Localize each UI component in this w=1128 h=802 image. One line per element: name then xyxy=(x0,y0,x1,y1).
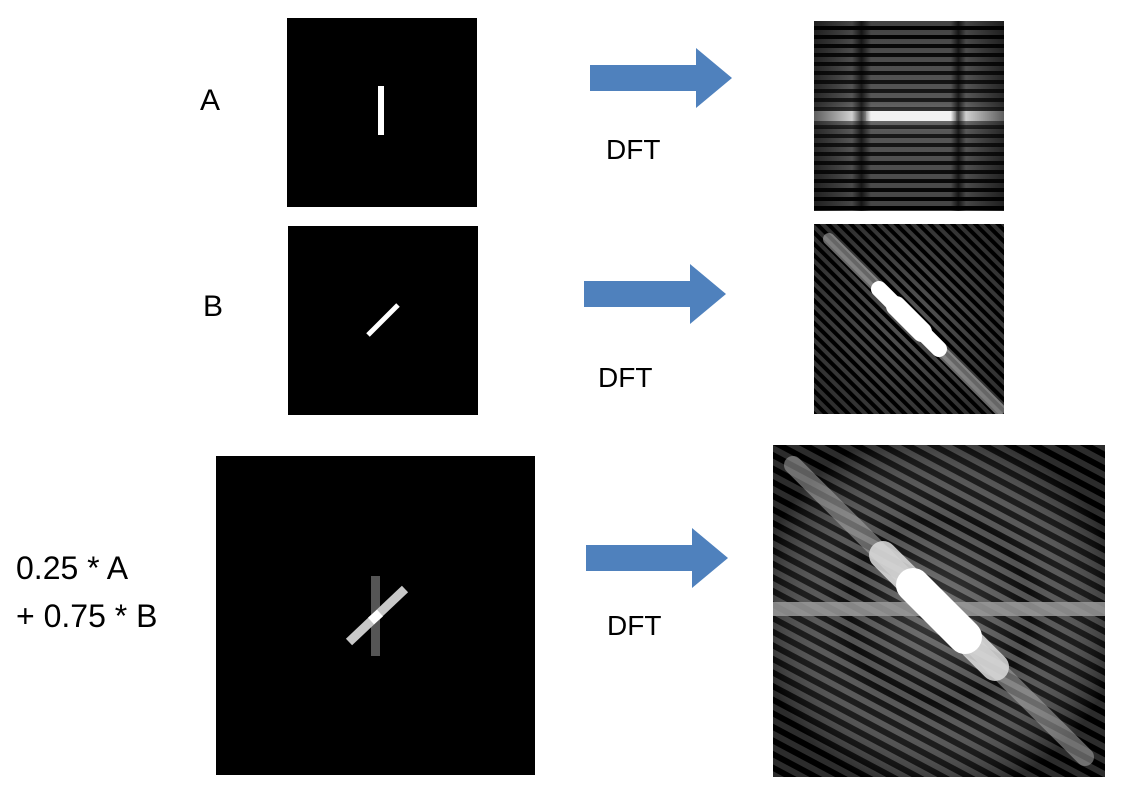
arrow-a-icon xyxy=(590,48,732,108)
dft-label-combined: DFT xyxy=(607,610,662,641)
spectrum-combined xyxy=(773,445,1105,777)
combination-line-1: 0.25 * A xyxy=(16,550,129,586)
label-combination: 0.25 * A + 0.75 * B xyxy=(16,544,157,640)
dft-label-a: DFT xyxy=(606,134,661,165)
image-combined xyxy=(216,456,535,775)
dft-label-b: DFT xyxy=(598,362,653,393)
arrow-b-icon xyxy=(584,264,726,324)
arrow-combined-icon xyxy=(586,528,728,588)
label-a: A xyxy=(200,84,221,117)
spectrum-a xyxy=(814,21,1004,211)
image-b-diagonal-line xyxy=(288,226,478,415)
spectrum-b xyxy=(814,224,1004,414)
label-b: B xyxy=(203,290,224,323)
combination-line-2: + 0.75 * B xyxy=(16,598,158,634)
image-a-vertical-line xyxy=(287,18,477,207)
